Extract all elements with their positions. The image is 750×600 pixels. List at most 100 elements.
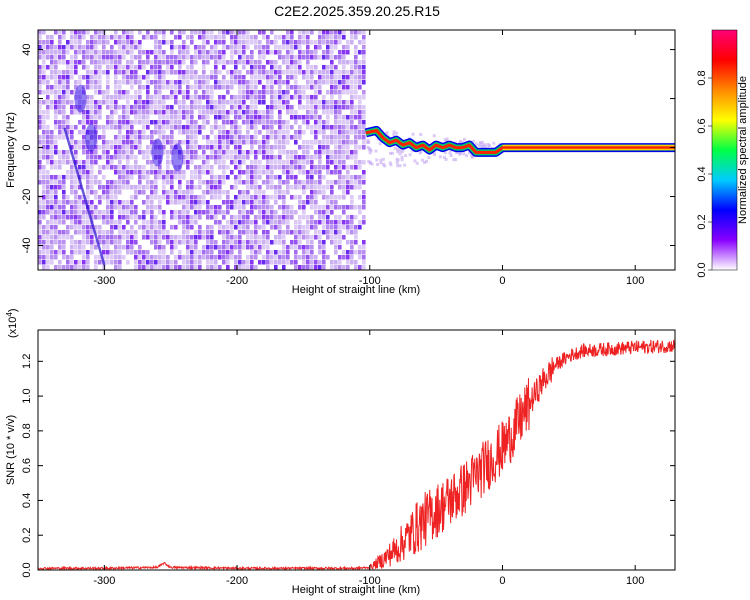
noise-cell: [210, 145, 214, 150]
noise-cell: [270, 185, 274, 190]
noise-cell: [290, 150, 294, 155]
noise-cell: [86, 80, 90, 85]
noise-cell: [154, 190, 158, 195]
noise-cell: [290, 165, 294, 170]
noise-cell: [310, 65, 314, 70]
noise-cell: [222, 40, 226, 45]
noise-cell: [154, 55, 158, 60]
noise-cell: [62, 90, 66, 95]
noise-cell: [98, 85, 102, 90]
noise-cell: [102, 40, 106, 45]
svg-text:(x104): (x104): [5, 308, 19, 338]
noise-cell: [198, 200, 202, 205]
noise-cell: [118, 140, 122, 145]
noise-cell: [222, 225, 226, 230]
noise-cell: [102, 230, 106, 235]
noise-cell: [154, 50, 158, 55]
noise-cell: [230, 100, 234, 105]
noise-cell: [218, 230, 222, 235]
noise-cell: [178, 220, 182, 225]
signal-spread-cell: [471, 139, 475, 143]
noise-cell: [50, 220, 54, 225]
noise-cell: [142, 260, 146, 265]
noise-cell: [322, 175, 326, 180]
noise-cell: [74, 30, 78, 35]
noise-cell: [66, 95, 70, 100]
noise-cell: [334, 130, 338, 135]
noise-cell: [154, 175, 158, 180]
noise-cell: [94, 100, 98, 105]
noise-cell: [278, 250, 282, 255]
noise-cell: [138, 180, 142, 185]
noise-cell: [322, 195, 326, 200]
noise-cell: [250, 115, 254, 120]
noise-cell: [46, 50, 50, 55]
noise-cell: [110, 250, 114, 255]
noise-cell: [358, 225, 362, 230]
noise-cell: [326, 210, 330, 215]
noise-cell: [202, 235, 206, 240]
noise-cell: [242, 65, 246, 70]
noise-cell: [246, 200, 250, 205]
noise-cell: [62, 80, 66, 85]
noise-cell: [262, 150, 266, 155]
noise-cell: [218, 135, 222, 140]
noise-cell: [110, 215, 114, 220]
noise-cell: [98, 35, 102, 40]
noise-cell: [230, 110, 234, 115]
noise-cell: [230, 80, 234, 85]
noise-cell: [138, 50, 142, 55]
noise-cell: [182, 240, 186, 245]
noise-cell: [286, 30, 290, 35]
noise-cell: [150, 105, 154, 110]
noise-cell: [62, 200, 66, 205]
noise-cell: [214, 65, 218, 70]
noise-cell: [158, 245, 162, 250]
noise-cell: [102, 150, 106, 155]
noise-cell: [130, 95, 134, 100]
noise-cell: [134, 250, 138, 255]
noise-cell: [62, 55, 66, 60]
noise-cell: [170, 135, 174, 140]
noise-cell: [250, 135, 254, 140]
noise-cell: [158, 90, 162, 95]
noise-cell: [54, 90, 58, 95]
noise-cell: [258, 160, 262, 165]
noise-cell: [254, 100, 258, 105]
noise-cell: [126, 100, 130, 105]
noise-cell: [298, 195, 302, 200]
noise-cell: [46, 195, 50, 200]
noise-cell: [170, 45, 174, 50]
noise-cell: [230, 215, 234, 220]
noise-cell: [218, 225, 222, 230]
noise-cell: [266, 70, 270, 75]
noise-cell: [346, 180, 350, 185]
noise-cell: [250, 200, 254, 205]
noise-cell: [150, 210, 154, 215]
noise-cell: [342, 65, 346, 70]
noise-cell: [214, 205, 218, 210]
noise-cell: [90, 40, 94, 45]
noise-cell: [162, 210, 166, 215]
noise-cell: [218, 205, 222, 210]
noise-cell: [338, 90, 342, 95]
noise-cell: [186, 145, 190, 150]
noise-cell: [218, 265, 222, 270]
noise-cell: [270, 90, 274, 95]
noise-cell: [222, 140, 226, 145]
noise-cell: [238, 205, 242, 210]
noise-cell: [134, 100, 138, 105]
noise-cell: [126, 230, 130, 235]
signal-spread-cell: [398, 149, 402, 153]
noise-cell: [170, 120, 174, 125]
noise-cell: [94, 145, 98, 150]
noise-cell: [174, 255, 178, 260]
noise-cell: [210, 215, 214, 220]
noise-cell: [70, 135, 74, 140]
noise-cell: [242, 210, 246, 215]
noise-cell: [126, 260, 130, 265]
noise-cell: [38, 125, 42, 130]
noise-cell: [122, 115, 126, 120]
noise-cell: [166, 65, 170, 70]
noise-cell: [250, 95, 254, 100]
